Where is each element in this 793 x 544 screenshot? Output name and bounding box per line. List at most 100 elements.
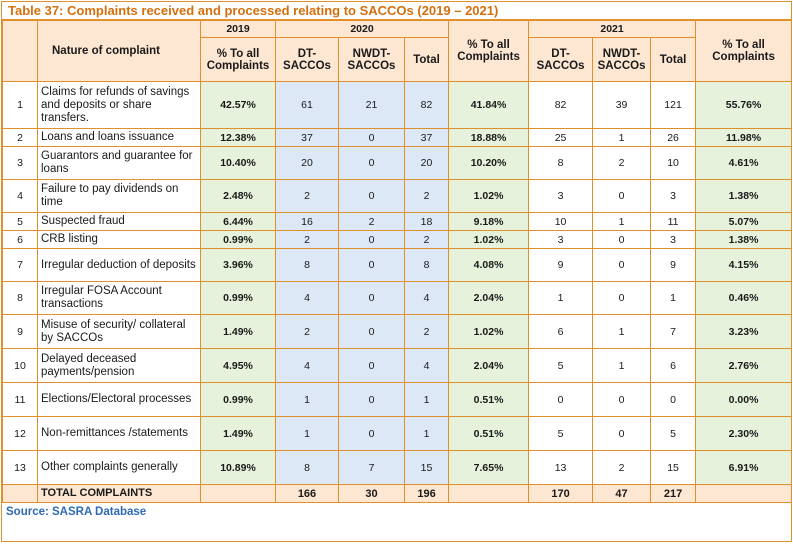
row-dt-2021: 3 bbox=[528, 179, 594, 213]
row-total-2021: 10 bbox=[650, 146, 697, 180]
row-pct-2020: 1.02% bbox=[448, 230, 530, 249]
row-nwdt-2021: 0 bbox=[592, 248, 652, 282]
row-nwdt-2020: 21 bbox=[338, 81, 405, 129]
row-nwdt-2021: 39 bbox=[592, 81, 652, 129]
row-pct-2019: 1.49% bbox=[200, 416, 276, 451]
row-pct-2020: 7.65% bbox=[448, 450, 530, 485]
row-nwdt-2020: 0 bbox=[338, 248, 405, 282]
row-index: 8 bbox=[2, 281, 38, 315]
row-index: 3 bbox=[2, 146, 38, 180]
row-nwdt-2020: 0 bbox=[338, 128, 405, 147]
row-dt-2020: 61 bbox=[275, 81, 339, 129]
row-dt-2021: 6 bbox=[528, 314, 594, 349]
table-row: 8 Irregular FOSA Account transactions 0.… bbox=[2, 281, 793, 315]
row-nature: Misuse of security/ collateral by SACCOs bbox=[37, 314, 201, 349]
row-pct-2020: 10.20% bbox=[448, 146, 530, 180]
row-pct-2020: 9.18% bbox=[448, 212, 530, 231]
row-nwdt-2021: 0 bbox=[592, 179, 652, 213]
table-row: 7 Irregular deduction of deposits 3.96% … bbox=[2, 248, 793, 282]
row-total-2021: 3 bbox=[650, 179, 697, 213]
row-dt-2021: 0 bbox=[528, 382, 594, 417]
header-total-2021: Total bbox=[650, 37, 697, 82]
total-label: TOTAL COMPLAINTS bbox=[37, 484, 201, 503]
header-nwdt-2020: NWDT-SACCOs bbox=[338, 37, 405, 82]
table-row: 5 Suspected fraud 6.44% 16 2 18 9.18% 10… bbox=[2, 212, 793, 231]
row-nature: CRB listing bbox=[37, 230, 201, 249]
table-row: 12 Non-remittances /statements 1.49% 1 0… bbox=[2, 416, 793, 451]
row-nature: Guarantors and guarantee for loans bbox=[37, 146, 201, 180]
row-dt-2020: 2 bbox=[275, 179, 339, 213]
row-total-2020: 8 bbox=[403, 248, 450, 282]
row-dt-2021: 5 bbox=[528, 348, 594, 383]
row-dt-2020: 16 bbox=[275, 212, 339, 231]
header-dt-2020: DT-SACCOs bbox=[275, 37, 339, 82]
row-total-2021: 11 bbox=[650, 212, 697, 231]
header-year-2020: 2020 bbox=[274, 20, 450, 38]
row-total-2020: 20 bbox=[403, 146, 450, 180]
row-pct-2020: 18.88% bbox=[448, 128, 530, 147]
row-pct-2019: 3.96% bbox=[200, 248, 276, 282]
row-nwdt-2020: 0 bbox=[338, 281, 405, 315]
total-pct-2019 bbox=[200, 484, 276, 503]
row-pct-2019: 6.44% bbox=[200, 212, 276, 231]
header-row-columns: % To all Complaints DT-SACCOs NWDT-SACCO… bbox=[3, 37, 792, 82]
total-dt-2021: 170 bbox=[528, 484, 594, 503]
row-pct-2021: 4.61% bbox=[695, 146, 793, 180]
row-total-2021: 6 bbox=[650, 348, 697, 383]
row-pct-2020: 2.04% bbox=[448, 348, 530, 383]
row-pct-2019: 1.49% bbox=[200, 314, 276, 349]
row-pct-2019: 4.95% bbox=[200, 348, 276, 383]
row-total-2020: 2 bbox=[403, 179, 450, 213]
row-dt-2020: 2 bbox=[275, 314, 339, 349]
row-total-2020: 4 bbox=[403, 348, 450, 383]
row-nature: Suspected fraud bbox=[37, 212, 201, 231]
row-dt-2021: 82 bbox=[528, 81, 594, 129]
row-nwdt-2020: 0 bbox=[338, 179, 405, 213]
row-dt-2020: 2 bbox=[275, 230, 339, 249]
row-pct-2021: 0.00% bbox=[695, 382, 793, 417]
header-pct-2021: % To all Complaints bbox=[695, 20, 793, 82]
row-nwdt-2021: 1 bbox=[592, 212, 652, 231]
row-dt-2021: 1 bbox=[528, 281, 594, 315]
row-dt-2020: 37 bbox=[275, 128, 339, 147]
row-nwdt-2020: 0 bbox=[338, 230, 405, 249]
row-dt-2020: 1 bbox=[275, 382, 339, 417]
row-dt-2020: 20 bbox=[275, 146, 339, 180]
total-nwdt-2020: 30 bbox=[338, 484, 405, 503]
header-year-2019: 2019 bbox=[200, 20, 276, 38]
row-total-2021: 121 bbox=[650, 81, 697, 129]
total-nwdt-2021: 47 bbox=[592, 484, 652, 503]
row-nwdt-2020: 0 bbox=[338, 348, 405, 383]
row-index: 6 bbox=[2, 230, 38, 249]
row-total-2020: 2 bbox=[403, 230, 450, 249]
header-total-2020: Total bbox=[403, 37, 450, 82]
header-index-cell bbox=[2, 20, 38, 82]
row-total-2020: 1 bbox=[403, 416, 450, 451]
row-nwdt-2021: 0 bbox=[592, 382, 652, 417]
row-dt-2020: 1 bbox=[275, 416, 339, 451]
row-pct-2021: 0.46% bbox=[695, 281, 793, 315]
total-pct-2021 bbox=[695, 484, 793, 503]
total-total-2020: 196 bbox=[403, 484, 450, 503]
row-nwdt-2021: 2 bbox=[592, 146, 652, 180]
row-pct-2021: 3.23% bbox=[695, 314, 793, 349]
row-pct-2019: 2.48% bbox=[200, 179, 276, 213]
row-total-2021: 1 bbox=[650, 281, 697, 315]
row-pct-2021: 1.38% bbox=[695, 179, 793, 213]
row-nwdt-2020: 0 bbox=[338, 146, 405, 180]
row-total-2021: 3 bbox=[650, 230, 697, 249]
header-year-2021: 2021 bbox=[528, 20, 697, 38]
row-nature: Other complaints generally bbox=[37, 450, 201, 485]
row-pct-2021: 4.15% bbox=[695, 248, 793, 282]
row-pct-2019: 12.38% bbox=[200, 128, 276, 147]
row-nwdt-2020: 2 bbox=[338, 212, 405, 231]
row-pct-2020: 1.02% bbox=[448, 179, 530, 213]
row-pct-2021: 2.76% bbox=[695, 348, 793, 383]
row-index: 4 bbox=[2, 179, 38, 213]
header-pct-2019: % To all Complaints bbox=[200, 37, 276, 82]
row-nwdt-2020: 0 bbox=[338, 314, 405, 349]
row-dt-2021: 10 bbox=[528, 212, 594, 231]
header-dt-2021: DT-SACCOs bbox=[528, 37, 594, 82]
row-total-2021: 9 bbox=[650, 248, 697, 282]
